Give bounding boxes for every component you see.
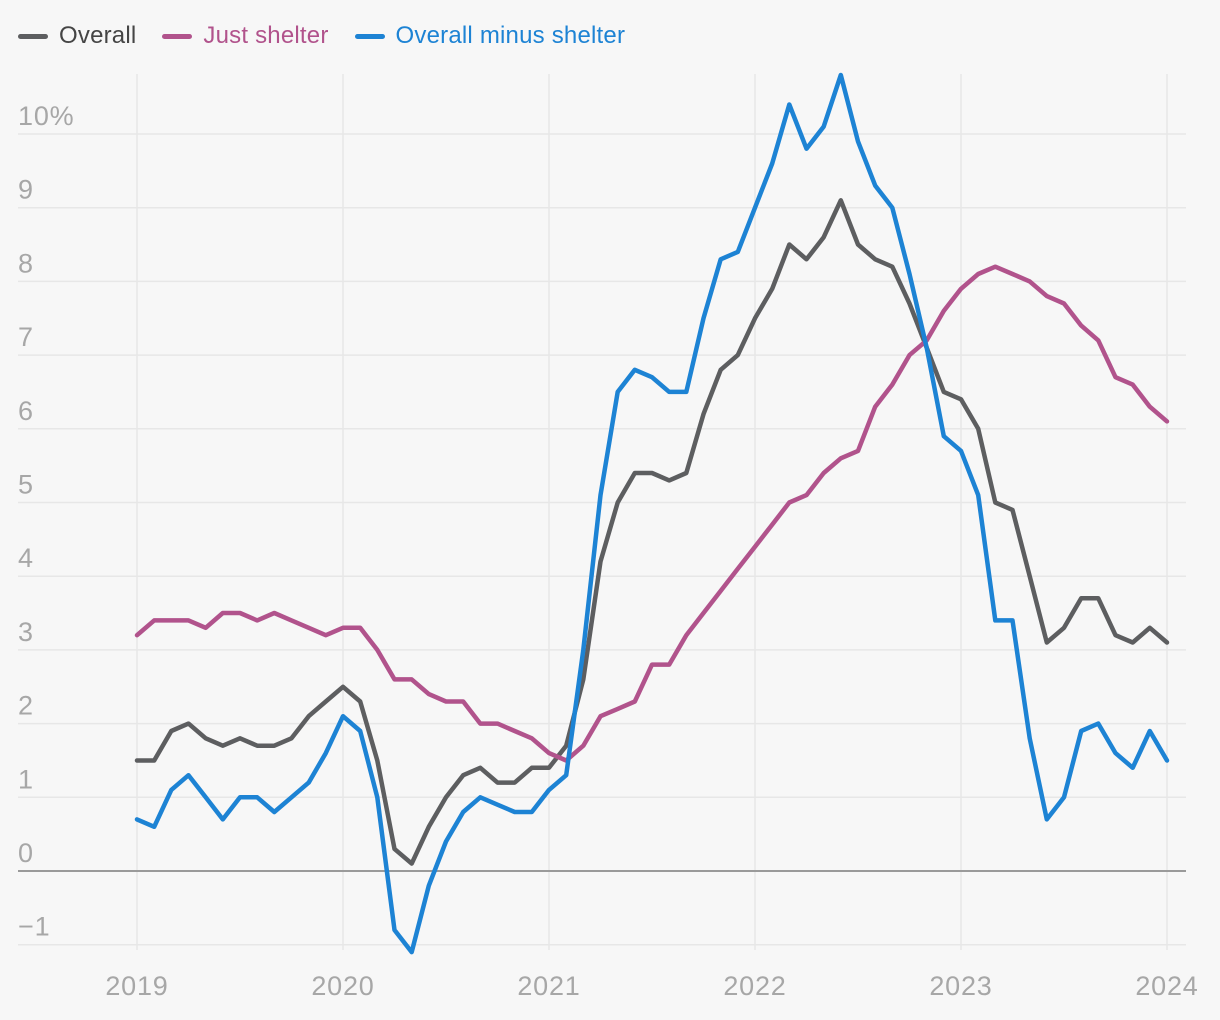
overall-line-swatch-icon [18, 33, 48, 39]
legend-item-just-shelter: Just shelter [162, 22, 328, 50]
y-tick-label: 6 [18, 396, 34, 426]
legend-label-overall: Overall [59, 22, 137, 49]
x-tick-label: 2023 [929, 971, 992, 1001]
series-line-overall [134, 198, 1170, 866]
y-tick-label: −1 [18, 912, 50, 942]
legend-label-overall-minus-shelter: Overall minus shelter [395, 22, 626, 49]
y-tick-label: 7 [18, 322, 34, 352]
y-tick-label: 5 [18, 470, 34, 500]
series-line-just-shelter [134, 264, 1170, 763]
y-tick-label: 0 [18, 838, 34, 868]
y-tick-label: 3 [18, 617, 34, 647]
x-tick-label: 2021 [517, 971, 580, 1001]
series-line-overall-minus-shelter [134, 72, 1170, 955]
y-tick-label: 4 [18, 543, 34, 573]
x-tick-label: 2022 [723, 971, 786, 1001]
legend-item-overall: Overall [18, 22, 136, 50]
shelter-line-swatch-icon [162, 33, 193, 39]
y-tick-label: 9 [18, 175, 34, 205]
y-tick-label: 10% [18, 101, 74, 131]
chart-legend: Overall Just shelter Overall minus shelt… [18, 22, 625, 50]
x-tick-label: 2024 [1135, 971, 1198, 1001]
minus-shelter-line-swatch-icon [354, 33, 385, 39]
y-tick-label: 2 [18, 691, 34, 721]
legend-item-overall-minus-shelter: Overall minus shelter [354, 22, 626, 50]
x-tick-label: 2019 [105, 971, 168, 1001]
x-tick-label: 2020 [311, 971, 374, 1001]
y-tick-label: 1 [18, 764, 34, 794]
legend-label-just-shelter: Just shelter [203, 22, 329, 49]
y-tick-label: 8 [18, 248, 34, 278]
